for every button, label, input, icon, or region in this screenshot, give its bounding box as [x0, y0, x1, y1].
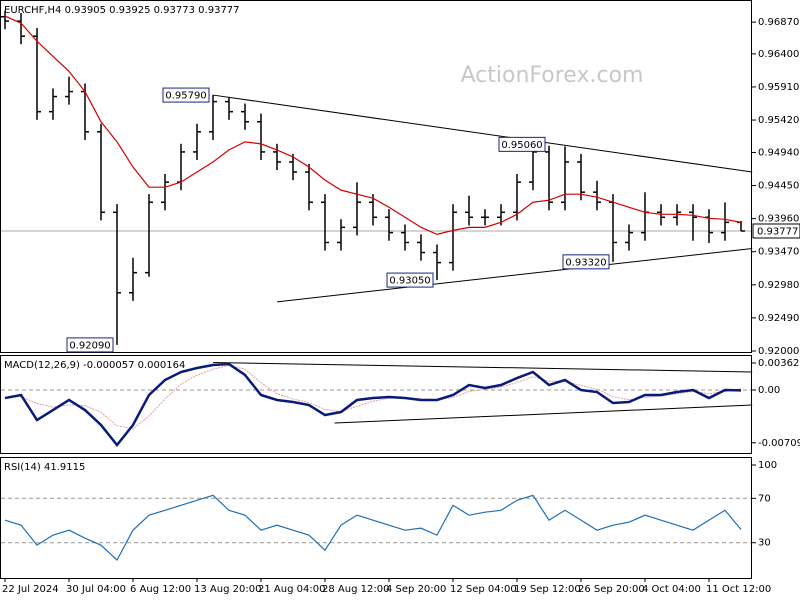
price-label-box	[162, 87, 210, 103]
trend-line	[276, 247, 753, 303]
trend-line	[212, 361, 753, 373]
rsi-line	[4, 494, 742, 561]
last-price-label: 0.93777	[757, 226, 798, 237]
x-tick-label: 4 Oct 04:00	[642, 584, 701, 595]
y-tick-label: 0.92490	[758, 313, 799, 324]
x-tick-label: 19 Sep 12:00	[514, 584, 581, 595]
x-tick-label: 11 Oct 12:00	[706, 584, 771, 595]
x-tick-label: 6 Aug 12:00	[130, 584, 191, 595]
x-tick-label: 26 Sep 20:00	[578, 584, 645, 595]
signal-line	[4, 364, 742, 430]
y-tick-label: 70	[758, 493, 771, 504]
price-title: EURCHF,H4 0.93905 0.93925 0.93773 0.9377…	[4, 5, 240, 16]
macd-line	[4, 362, 742, 448]
y-tick-label: 0.92000	[758, 346, 799, 357]
watermark: ActionForex.com	[461, 63, 644, 88]
price-label-box	[386, 272, 434, 288]
trend-line	[334, 404, 753, 424]
x-tick-label: 30 Jul 04:00	[66, 584, 126, 595]
y-tick-label: 0.96870	[758, 17, 799, 28]
macd-panel	[0, 355, 752, 454]
y-tick-label: 0.96400	[758, 49, 799, 60]
price-label-box	[66, 337, 114, 353]
y-tick-label: 0.93960	[758, 214, 799, 225]
macd-title: MACD(12,26,9) -0.000057 0.000164	[4, 360, 185, 371]
rsi-panel	[0, 457, 752, 579]
x-tick-label: 21 Aug 04:00	[258, 584, 325, 595]
x-tick-label: 22 Jul 2024	[2, 584, 59, 595]
y-tick-label: -0.007093	[758, 438, 800, 449]
y-tick-label: 0.00	[758, 385, 780, 396]
price-label: 0.92090	[69, 340, 110, 351]
last-price-box	[752, 223, 800, 239]
price-label-box	[562, 254, 610, 270]
moving-average	[4, 15, 742, 236]
price-label: 0.95060	[501, 140, 542, 151]
price-panel	[0, 0, 752, 353]
y-tick-label: 0.94450	[758, 181, 799, 192]
price-label: 0.95790	[165, 91, 206, 102]
x-tick-label: 4 Sep 20:00	[386, 584, 446, 595]
y-tick-label: 0.003628	[758, 358, 800, 369]
price-label: 0.93320	[565, 257, 606, 268]
y-tick-label: 0.95910	[758, 82, 799, 93]
price-label: 0.93050	[389, 276, 430, 287]
price-label-box	[498, 136, 546, 152]
y-tick-label: 0.92980	[758, 280, 799, 291]
y-tick-label: 100	[758, 460, 777, 471]
rsi-title: RSI(14) 41.9115	[4, 462, 85, 473]
x-tick-label: 28 Aug 12:00	[322, 584, 389, 595]
y-tick-label: 0.93470	[758, 247, 799, 258]
x-tick-label: 12 Sep 04:00	[450, 584, 517, 595]
y-tick-label: 30	[758, 538, 771, 549]
y-tick-label: 0.95420	[758, 115, 799, 126]
x-tick-label: 13 Aug 20:00	[194, 584, 261, 595]
trend-line	[212, 94, 753, 173]
y-tick-label: 0.94940	[758, 147, 799, 158]
